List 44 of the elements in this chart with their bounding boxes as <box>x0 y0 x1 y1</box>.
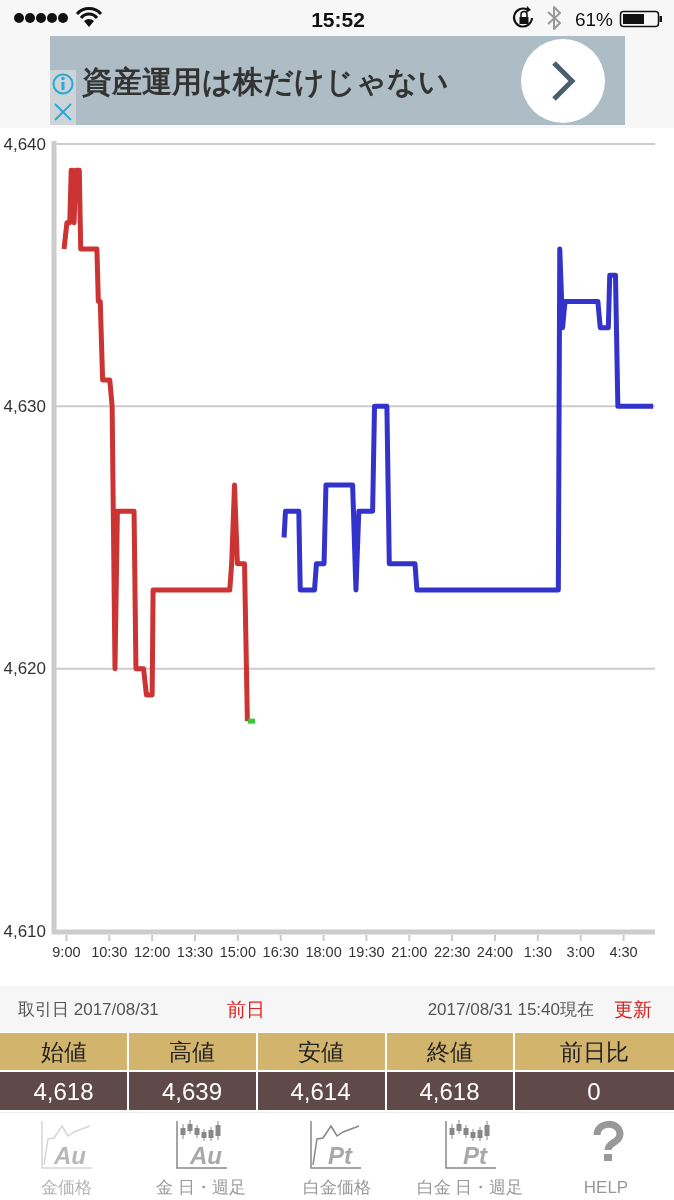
x-tick-label: 1:30 <box>523 944 552 960</box>
text: 金 日・週足 <box>156 1177 246 1197</box>
text: 2017/08/31 15:40現在 <box>427 999 594 1019</box>
text: 白金価格 <box>303 1177 371 1197</box>
text: 15:52 <box>311 7 365 31</box>
text: 4,639 <box>161 1077 223 1105</box>
text: 4,614 <box>290 1077 351 1105</box>
x-tick-label: 13:30 <box>176 944 214 960</box>
text: Pt <box>463 1141 489 1169</box>
text: Au <box>189 1141 223 1169</box>
text: Pt <box>328 1141 354 1169</box>
text: 4,618 <box>33 1077 94 1105</box>
x-tick-label: 16:30 <box>262 944 299 960</box>
x-tick-label: 22:30 <box>433 944 471 960</box>
x-tick-label: 9:00 <box>52 944 81 960</box>
text: 終値 <box>425 1039 473 1065</box>
x-tick-label: 19:30 <box>348 944 385 960</box>
x-tick-label: 18:00 <box>305 944 342 960</box>
text: 61% <box>574 8 614 30</box>
text: 取引日 2017/08/31 <box>18 999 159 1019</box>
text: Au <box>53 1141 87 1169</box>
y-tick-label: 4,620 <box>3 659 46 679</box>
text: 更新 <box>614 998 652 1020</box>
text: 安値 <box>297 1039 344 1065</box>
x-tick-label: 12:00 <box>133 944 171 960</box>
y-tick-label: 4,610 <box>3 921 46 941</box>
x-tick-label: 3:00 <box>566 944 595 960</box>
y-tick-label: 4,640 <box>3 134 46 154</box>
x-tick-label: 4:30 <box>609 944 638 960</box>
text: 24:00 <box>476 944 514 960</box>
text: HELP <box>583 1177 629 1197</box>
x-tick-label: 15:00 <box>219 944 257 960</box>
text: 資産運用は株だけじゃない <box>81 64 449 99</box>
x-tick-label: 10:30 <box>91 944 128 960</box>
x-tick-label: 21:00 <box>391 944 428 960</box>
text: 高値 <box>169 1039 215 1065</box>
text: 前日 <box>227 998 265 1020</box>
text: 4,618 <box>419 1077 480 1105</box>
y-tick-label: 4,630 <box>3 396 46 416</box>
text: 0 <box>587 1077 601 1105</box>
text: 始値 <box>40 1039 87 1065</box>
text: 金価格 <box>40 1177 92 1197</box>
text: 白金 日・週足 <box>416 1177 524 1197</box>
text: 前日比 <box>559 1039 629 1065</box>
